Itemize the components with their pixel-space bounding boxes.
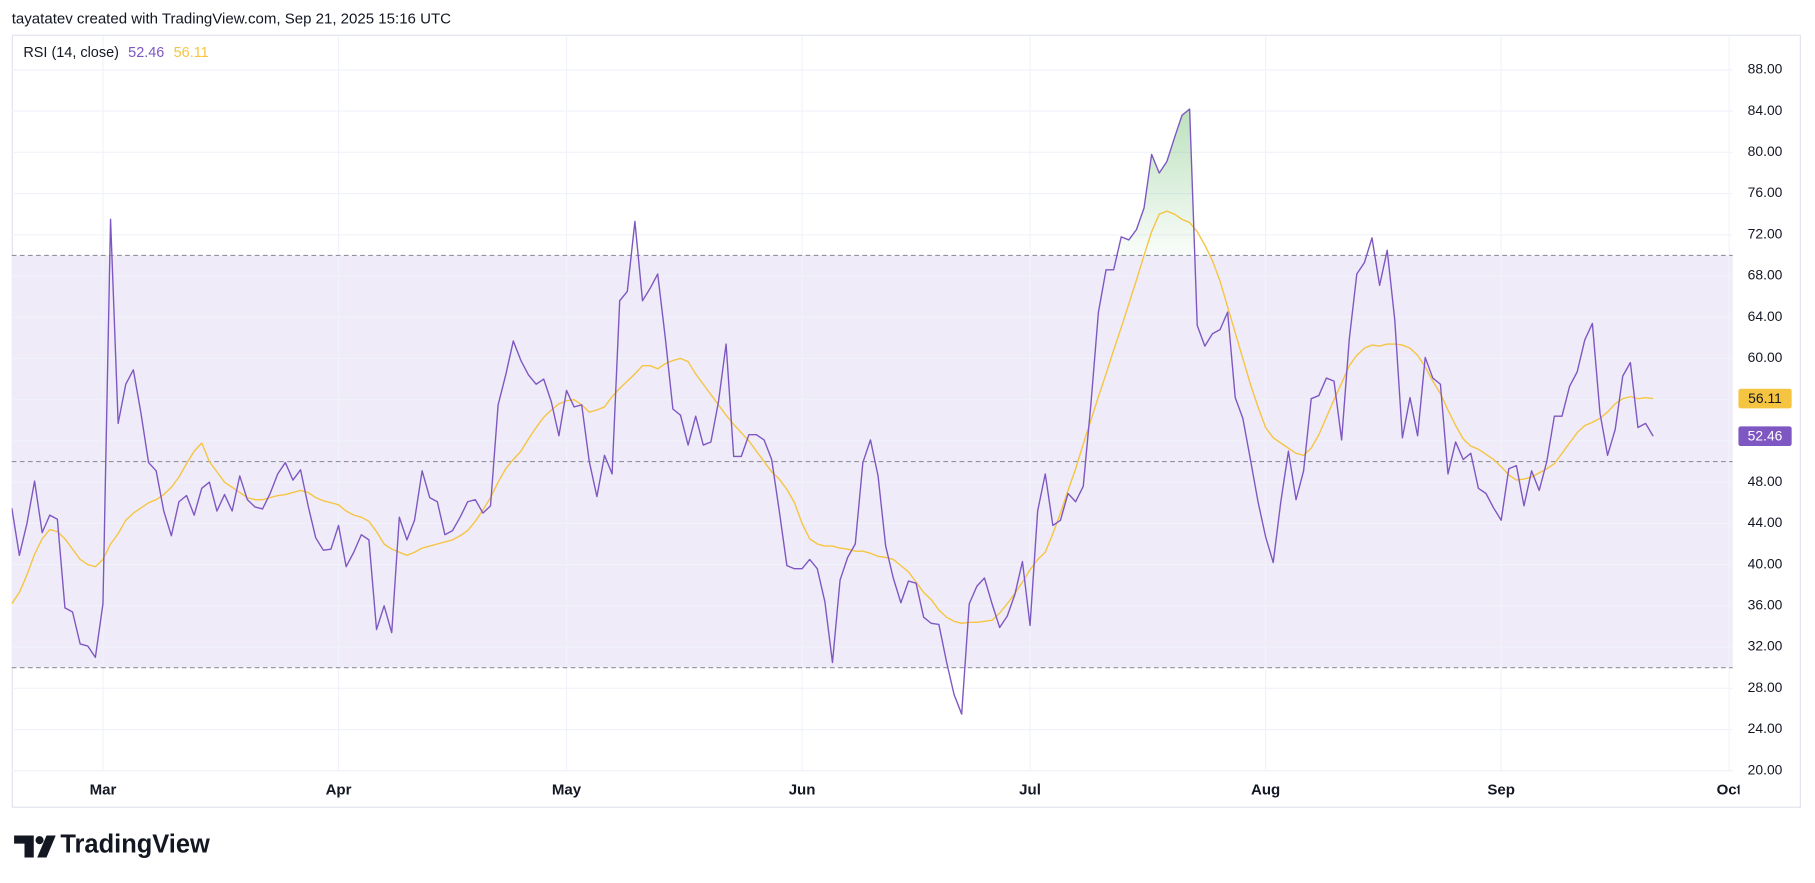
value-badge (1738, 388, 1792, 409)
legend-value: 52.46 (128, 45, 164, 61)
y-tick-label: 24.00 (1748, 720, 1783, 736)
legend-title: RSI (14, close) (23, 45, 119, 61)
y-tick-label: 64.00 (1748, 308, 1783, 324)
value-badge (1738, 426, 1792, 447)
x-tick-label: May (552, 781, 582, 798)
value-badge-label: 56.11 (1748, 390, 1782, 406)
y-tick-label: 84.00 (1748, 102, 1783, 118)
y-tick-label: 28.00 (1748, 679, 1783, 695)
y-tick-label: 60.00 (1748, 349, 1783, 365)
x-tick-label: Mar (90, 781, 117, 798)
x-tick-label: Sep (1487, 781, 1515, 798)
rsi-line (11, 108, 1654, 715)
logo-shape (37, 835, 56, 858)
y-tick-label: 48.00 (1748, 473, 1783, 489)
x-tick-label: Jul (1019, 781, 1041, 798)
logo-text: TradingView (60, 831, 210, 859)
x-tick-label: Aug (1251, 781, 1280, 798)
x-axis-labels: Mar Apr May Jun Jul Aug Sep Oct (90, 781, 1742, 798)
y-tick-label: 76.00 (1748, 184, 1783, 200)
logo-icon (14, 835, 56, 858)
y-tick-label: 88.00 (1748, 61, 1783, 77)
y-tick-label: 80.00 (1748, 143, 1783, 159)
y-tick-label: 40.00 (1748, 555, 1783, 571)
logo-shape (14, 835, 34, 858)
y-tick-label: 44.00 (1748, 514, 1783, 530)
legend-value: 56.11 (174, 45, 209, 61)
y-tick-label: 36.00 (1748, 597, 1783, 613)
x-tick-label: Oct (1717, 781, 1742, 798)
x-tick-label: Jun (789, 781, 816, 798)
header-text: tayatatev created with TradingView.com, … (12, 11, 451, 28)
y-tick-label: 68.00 (1748, 267, 1783, 283)
rsi-line (11, 210, 1654, 625)
value-badge-label: 52.46 (1748, 427, 1783, 443)
logo-shape (35, 836, 44, 845)
y-tick-label: 72.00 (1748, 225, 1783, 241)
y-tick-label: 32.00 (1748, 638, 1783, 654)
x-tick-label: Apr (326, 781, 352, 798)
y-tick-label: 20.00 (1748, 761, 1783, 777)
